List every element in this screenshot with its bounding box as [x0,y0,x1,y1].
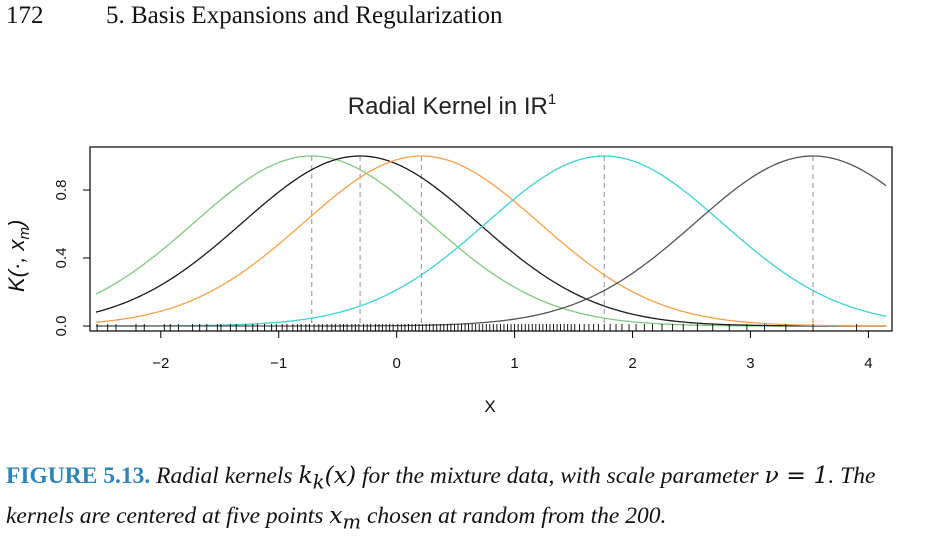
x-tick-label: 1 [510,355,518,372]
page-number: 172 [6,2,44,29]
rug-marks [96,324,858,331]
chart-title: Radial Kernel in IR1 [348,91,556,120]
figure-label: FIGURE 5.13. [6,463,151,489]
caption-math-nu: ν = 1 [764,461,829,489]
page-header: 172 5. Basis Expansions and Regularizatio… [6,2,502,32]
y-tick-label: 0.8 [53,180,70,201]
x-tick-label: 0 [392,355,400,372]
x-tick-label: −1 [270,355,287,372]
radial-kernel-chart: Radial Kernel in IR1 −2 −1 0 1 2 3 4 0.00.40.8… [4,91,893,416]
x-tick-label: 2 [628,355,636,372]
chart-title-text: Radial Kernel in IR [348,93,548,120]
y-axis: 0.0 0.4 0.8 [53,180,90,337]
figure-caption: FIGURE 5.13. Radial kernels kk(x) for th… [6,459,941,538]
kernel-curve-2 [95,155,887,327]
x-tick-label: −2 [152,355,169,372]
kernel-curves [95,155,887,327]
kernel-curve-1 [95,155,887,327]
caption-text-1: Radial kernels [150,463,299,489]
chart-title-superscript: 1 [548,91,556,108]
chapter-title: 5. Basis Expansions and Regularization [106,2,503,29]
x-axis-label: X [484,397,495,416]
y-tick-label: 0.4 [53,248,70,269]
caption-math-kernel: kk(x) [298,461,357,494]
center-lines [311,156,814,326]
kernel-curve-4 [95,155,887,327]
y-tick-label: 0.0 [53,316,70,337]
x-axis: −2 −1 0 1 2 3 4 [152,331,873,372]
caption-math-xm: xm [329,500,362,534]
caption-text-2: for the mixture data, with scale paramet… [356,463,765,489]
caption-text-4: chosen at random from the 200. [361,502,667,529]
kernel-curve-5 [95,155,887,327]
x-tick-label: 4 [864,355,872,372]
y-axis-label: K(·, xm) [4,220,33,292]
plot-frame [89,146,893,332]
kernel-curve-3 [95,155,887,327]
x-tick-label: 3 [746,355,754,372]
